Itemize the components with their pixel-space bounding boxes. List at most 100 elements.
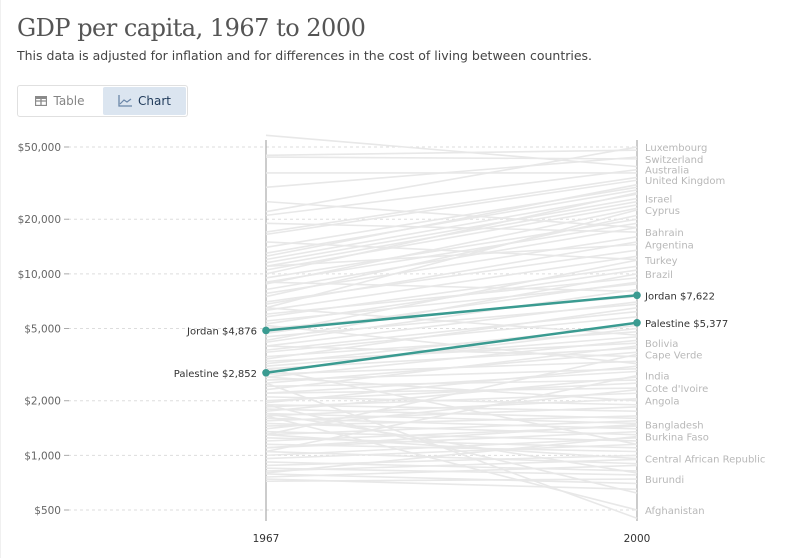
data-point <box>262 326 270 335</box>
background-line <box>265 316 638 354</box>
country-label: India <box>645 372 670 383</box>
highlight-line <box>265 294 638 332</box>
country-label: Israel <box>645 195 672 206</box>
background-line <box>265 458 638 472</box>
background-line <box>265 423 638 449</box>
background-line <box>265 288 638 344</box>
background-line <box>265 197 638 264</box>
country-label: Australia <box>645 166 689 177</box>
background-line <box>265 376 638 402</box>
data-point <box>633 318 641 327</box>
background-line <box>265 207 638 285</box>
background-line <box>265 454 638 467</box>
background-line <box>265 370 638 395</box>
tab-table[interactable]: Table <box>18 86 102 116</box>
x-tick-label: 2000 <box>624 533 651 545</box>
country-label: Argentina <box>645 241 694 252</box>
background-line <box>265 403 638 494</box>
background-line <box>265 168 638 217</box>
y-tick-label: $50,000 <box>18 142 61 154</box>
background-line <box>265 301 638 347</box>
background-line <box>265 241 638 261</box>
background-line <box>265 307 638 360</box>
background-line <box>265 273 638 342</box>
background-line <box>265 382 638 402</box>
table-icon <box>35 96 48 106</box>
start-value-label: Palestine $2,852 <box>174 369 257 380</box>
end-value-label: Jordan $7,622 <box>644 291 715 302</box>
y-tick-label: $2,000 <box>24 396 61 408</box>
chart-subtitle: This data is adjusted for inflation and … <box>17 48 593 63</box>
background-line <box>265 412 638 474</box>
x-tick-label: 1967 <box>253 533 280 545</box>
background-line <box>265 365 638 404</box>
background-line <box>265 255 638 312</box>
background-line <box>265 345 638 391</box>
country-label: Switzerland <box>645 155 703 166</box>
country-label: United Kingdom <box>645 176 725 187</box>
country-label: Burundi <box>645 475 684 486</box>
background-line <box>265 415 638 511</box>
background-line <box>265 412 638 425</box>
data-point <box>262 368 270 377</box>
country-label: Bangladesh <box>645 420 704 431</box>
view-tabs: Table Chart <box>17 85 188 117</box>
background-line <box>265 243 638 268</box>
background-line <box>265 193 638 261</box>
background-line <box>265 353 638 436</box>
background-line <box>265 415 638 427</box>
background-line <box>265 204 638 271</box>
y-tick-label: $5,000 <box>24 324 61 336</box>
end-value-label: Palestine $5,377 <box>645 319 728 330</box>
country-label: Burkina Faso <box>645 433 709 444</box>
y-tick-label: $10,000 <box>18 269 61 281</box>
background-line <box>265 209 638 309</box>
background-line <box>265 186 638 249</box>
background-line <box>265 241 638 306</box>
y-tick-label: $500 <box>34 505 61 517</box>
background-line <box>265 345 638 358</box>
country-label: Brazil <box>645 270 673 281</box>
background-line <box>265 146 638 213</box>
background-line <box>265 156 638 189</box>
country-label: Bahrain <box>645 228 684 239</box>
chart-title: GDP per capita, 1967 to 2000 <box>17 14 366 42</box>
tab-chart[interactable]: Chart <box>103 87 186 115</box>
background-line <box>265 379 638 388</box>
background-line <box>265 478 638 483</box>
tab-table-label: Table <box>53 94 85 108</box>
background-line <box>265 222 638 283</box>
background-line <box>265 310 638 351</box>
background-line <box>265 382 638 520</box>
country-label: Afghanistan <box>645 506 705 517</box>
background-line <box>265 281 638 293</box>
background-line <box>265 149 638 157</box>
y-tick-label: $20,000 <box>18 214 61 226</box>
line-chart-icon <box>118 95 132 107</box>
background-line <box>265 324 638 365</box>
background-line <box>265 189 638 254</box>
tab-chart-label: Chart <box>138 94 171 108</box>
background-line <box>265 222 638 233</box>
highlighted-lines <box>262 291 641 377</box>
start-value-label: Jordan $4,876 <box>186 326 257 337</box>
background-line <box>265 433 638 460</box>
background-line <box>265 176 638 233</box>
background-line <box>265 342 638 363</box>
background-line <box>265 422 638 436</box>
y-tick-label: $1,000 <box>24 450 61 462</box>
background-line <box>265 435 638 474</box>
background-line <box>265 387 638 395</box>
background-line <box>265 464 638 478</box>
background-line <box>265 259 638 335</box>
background-line <box>265 430 638 449</box>
background-line <box>265 265 638 318</box>
data-point <box>633 291 641 300</box>
country-label: Luxembourg <box>645 143 707 154</box>
country-label: Central African Republic <box>645 455 765 466</box>
background-line <box>265 156 638 160</box>
country-label: Cape Verde <box>645 350 702 361</box>
